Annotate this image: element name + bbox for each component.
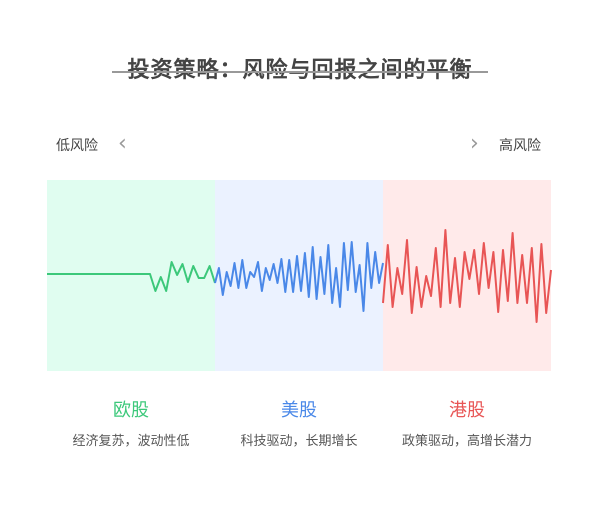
page-title: 投资策略：风险与回报之间的平衡 — [127, 58, 473, 83]
chevron-right-icon[interactable]: › — [470, 131, 479, 156]
series-desc-eu: 经济复苏，波动性低 — [72, 434, 190, 449]
high-risk-label: 高风险 — [499, 138, 541, 154]
title-strike-line — [112, 71, 488, 73]
series-line-0 — [47, 261, 216, 292]
series-name-us: 美股 — [281, 400, 317, 421]
band-0 — [47, 180, 215, 371]
series-line-1 — [214, 241, 384, 312]
low-risk-label: 低风险 — [56, 138, 98, 154]
chevron-left-icon[interactable]: ‹ — [118, 131, 127, 156]
series-desc-us: 科技驱动，长期增长 — [240, 434, 358, 449]
series-line-2 — [382, 229, 552, 323]
series-name-eu: 欧股 — [113, 400, 149, 421]
band-2 — [383, 180, 551, 371]
series-name-hk: 港股 — [449, 400, 485, 421]
series-desc-hk: 政策驱动，高增长潜力 — [401, 434, 532, 449]
